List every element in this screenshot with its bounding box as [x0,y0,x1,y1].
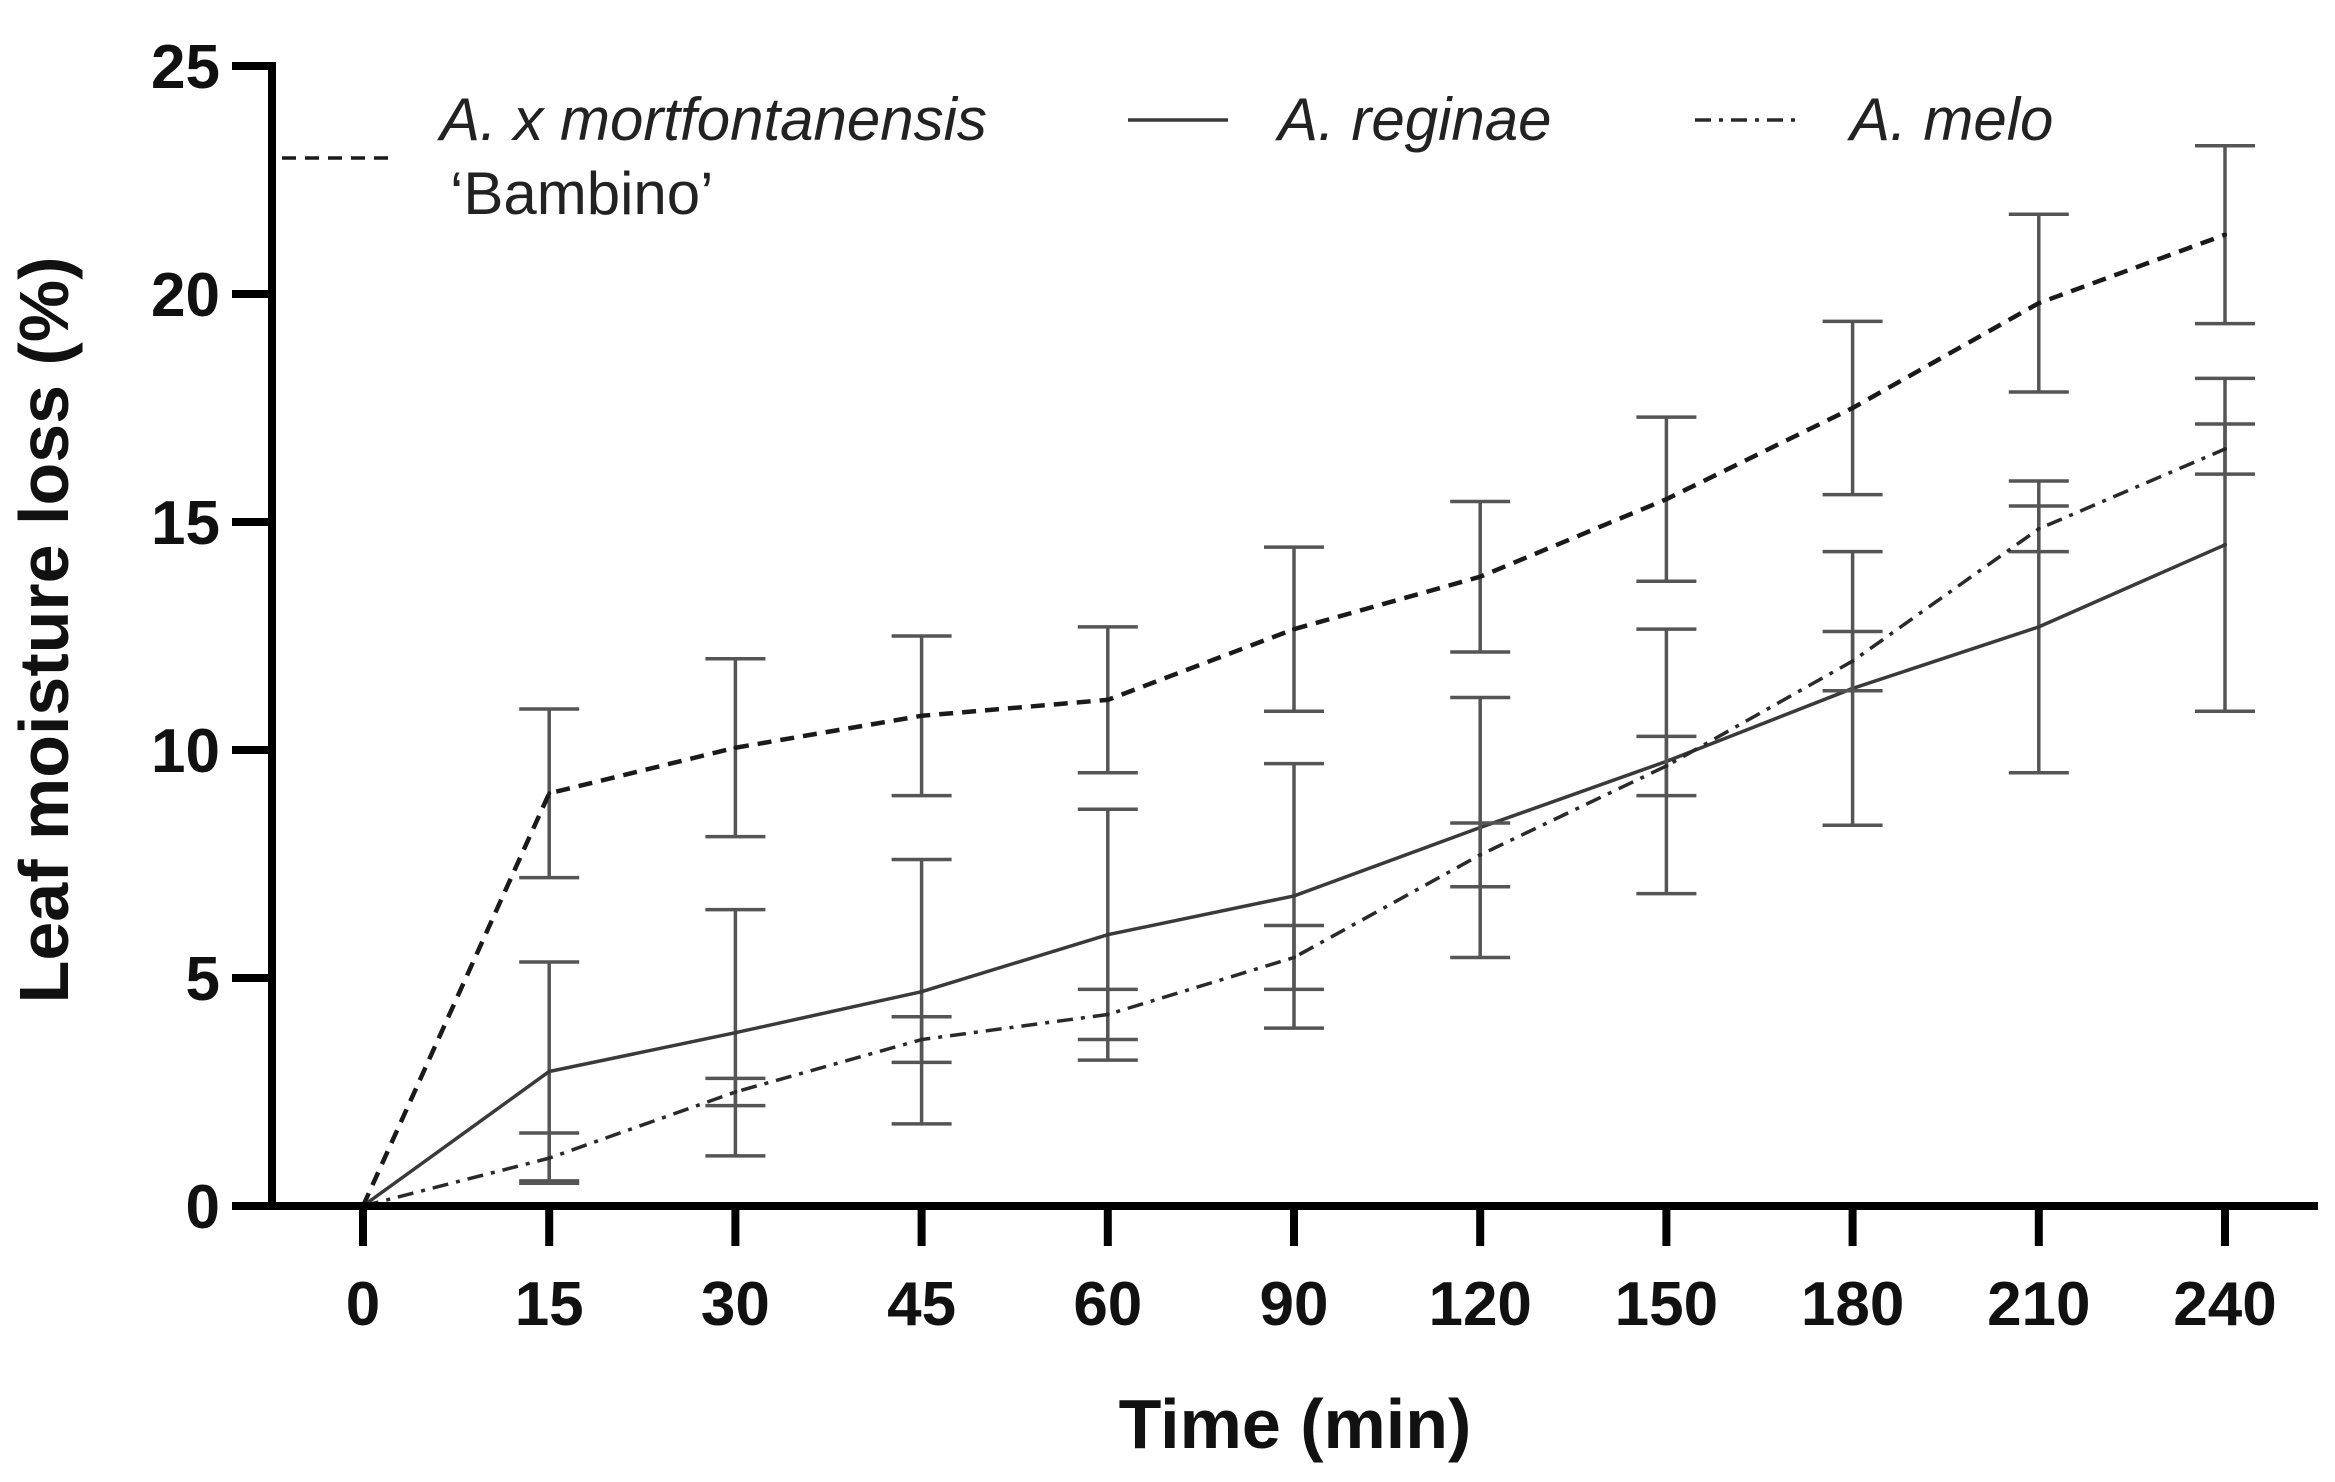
legend-label: A. melo [1847,86,2053,153]
x-tick-label: 0 [346,1270,380,1339]
data-point [1292,627,1296,632]
legend-item-2: A. melo [1695,86,2053,153]
data-point [1105,932,1110,937]
legend: A. x mortfontanensis ‘Bambino’ A. reginae A… [282,86,2053,227]
legend-label: A. x mortfontanensis [437,86,987,153]
data-point [2223,542,2227,547]
data-point [2036,301,2041,306]
legend-item-0: A. x mortfontanensis ‘Bambino’ [282,86,987,227]
data-point [2223,447,2227,452]
x-tick-label: 60 [1073,1270,1142,1339]
data-point [1292,955,1296,960]
y-tick-label: 15 [151,489,220,558]
y-axis-title: Leaf moisture loss (%) [5,257,83,1004]
x-axis-title: Time (min) [1119,1385,1472,1463]
series-2 [361,422,2255,1208]
data-point [1850,406,1855,410]
y-tick-label: 10 [151,717,220,786]
axes: 0 5 10 15 20 25 0 15 30 45 60 90 120 150 180 210 240 [151,33,2318,1339]
data-point [2036,526,2041,531]
series-0 [360,144,2255,1208]
data-point [733,745,738,750]
x-tick-label: 15 [515,1270,584,1339]
plot-series [360,144,2255,1208]
x-tick-label: 210 [1987,1270,2090,1339]
x-tick-label: 45 [887,1270,956,1339]
data-point [1664,763,1669,768]
data-point [2223,232,2227,237]
series-line-0 [360,232,2226,1207]
series-1 [361,376,2255,1208]
x-tick-label: 180 [1801,1270,1904,1339]
legend-label: A. reginae [1275,86,1552,153]
data-point [2036,624,2041,629]
data-point [919,989,924,994]
data-point [1478,852,1483,857]
x-tick-label: 240 [2173,1270,2276,1339]
data-point [1105,1012,1110,1017]
legend-item-1: A. reginae [1128,86,1552,153]
x-tick-label: 120 [1428,1270,1531,1339]
data-point [547,1156,552,1161]
y-tick-label: 25 [151,33,220,102]
y-tick-label: 5 [186,945,220,1014]
y-tick-label: 0 [186,1173,220,1242]
data-point [919,1037,924,1042]
data-point [547,1069,552,1074]
x-tick-label: 90 [1260,1270,1329,1339]
data-point [1292,893,1296,898]
data-point [1664,497,1669,502]
data-point [1105,697,1110,702]
legend-sublabel: ‘Bambino’ [450,160,713,227]
y-tick-label: 20 [151,261,220,330]
data-point [547,791,552,796]
data-point [919,713,924,718]
data-point [1478,574,1483,579]
x-tick-label: 30 [701,1270,770,1339]
data-point [733,1090,738,1094]
data-point [733,1030,738,1035]
data-point [1850,659,1855,664]
x-tick-label: 150 [1615,1270,1718,1339]
